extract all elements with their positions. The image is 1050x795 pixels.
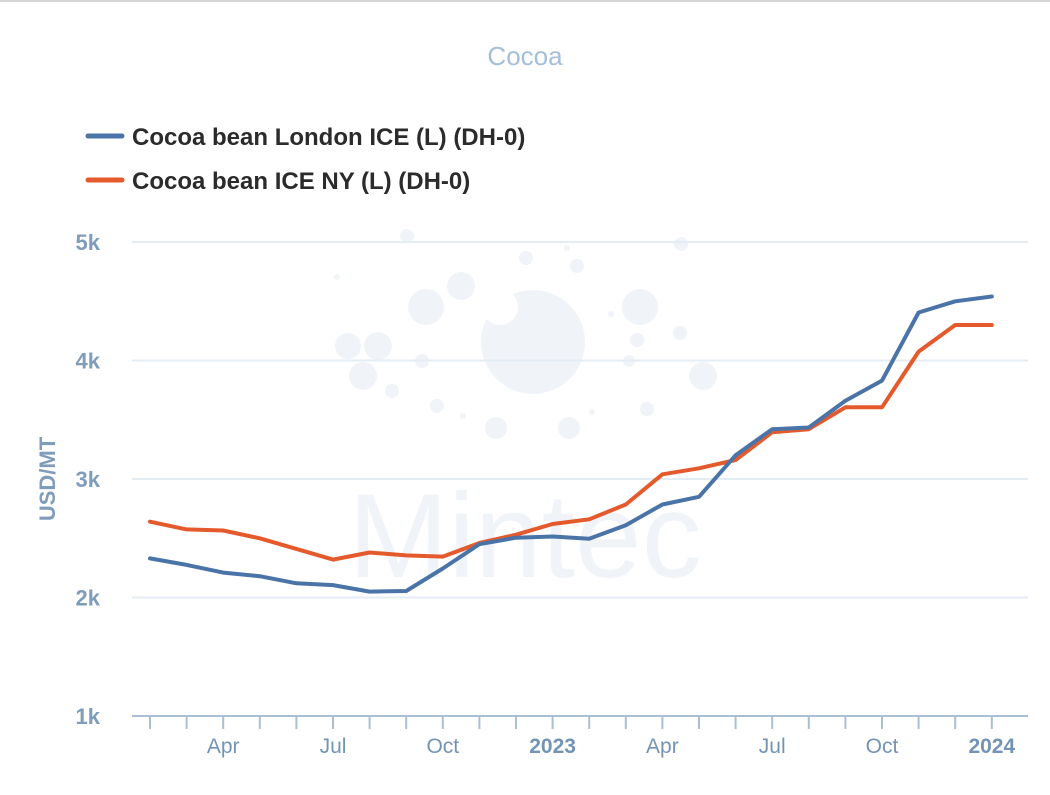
series-line-london[interactable] — [148, 294, 994, 594]
watermark-logo: Mintec — [334, 229, 717, 603]
x-tick-label-2023-07: Jul — [759, 735, 786, 758]
series-line-ny[interactable] — [148, 323, 994, 562]
x-tick-label-2023-04: Apr — [646, 735, 679, 758]
y-axis-ticks: 1k 2k 3k 4k 5k — [76, 230, 101, 729]
series-lines — [148, 294, 994, 594]
y-tick-label-5k: 5k — [76, 230, 101, 255]
x-tick-label-2022-04: Apr — [207, 735, 240, 758]
legend-label-ny: Cocoa bean ICE NY (L) (DH-0) — [132, 168, 470, 195]
x-axis-ticks: Apr Jul Oct 2023 Apr Jul Oct 2024 — [207, 735, 1016, 758]
legend-label-london: Cocoa bean London ICE (L) (DH-0) — [132, 124, 525, 151]
legend-item-ny[interactable]: Cocoa bean ICE NY (L) (DH-0) — [85, 168, 470, 195]
x-tick-label-2022-10: Oct — [426, 735, 459, 758]
y-tick-label-2k: 2k — [76, 586, 101, 611]
y-axis-label: USD/MT — [35, 436, 60, 521]
x-axis — [132, 715, 1028, 729]
x-tick-label-2022-07: Jul — [320, 735, 347, 758]
y-tick-label-1k: 1k — [76, 704, 101, 729]
y-tick-label-3k: 3k — [76, 467, 101, 492]
legend-item-london[interactable]: Cocoa bean London ICE (L) (DH-0) — [85, 124, 525, 151]
x-tick-label-2023-10: Oct — [866, 735, 899, 758]
grid-lines — [132, 241, 1028, 599]
x-tick-label-2024-01: 2024 — [968, 735, 1015, 758]
y-tick-label-4k: 4k — [76, 349, 101, 374]
legend[interactable]: Cocoa bean London ICE (L) (DH-0) Cocoa b… — [85, 124, 525, 195]
chart-title: Cocoa — [487, 41, 563, 71]
x-tick-label-2023-01: 2023 — [529, 735, 576, 758]
